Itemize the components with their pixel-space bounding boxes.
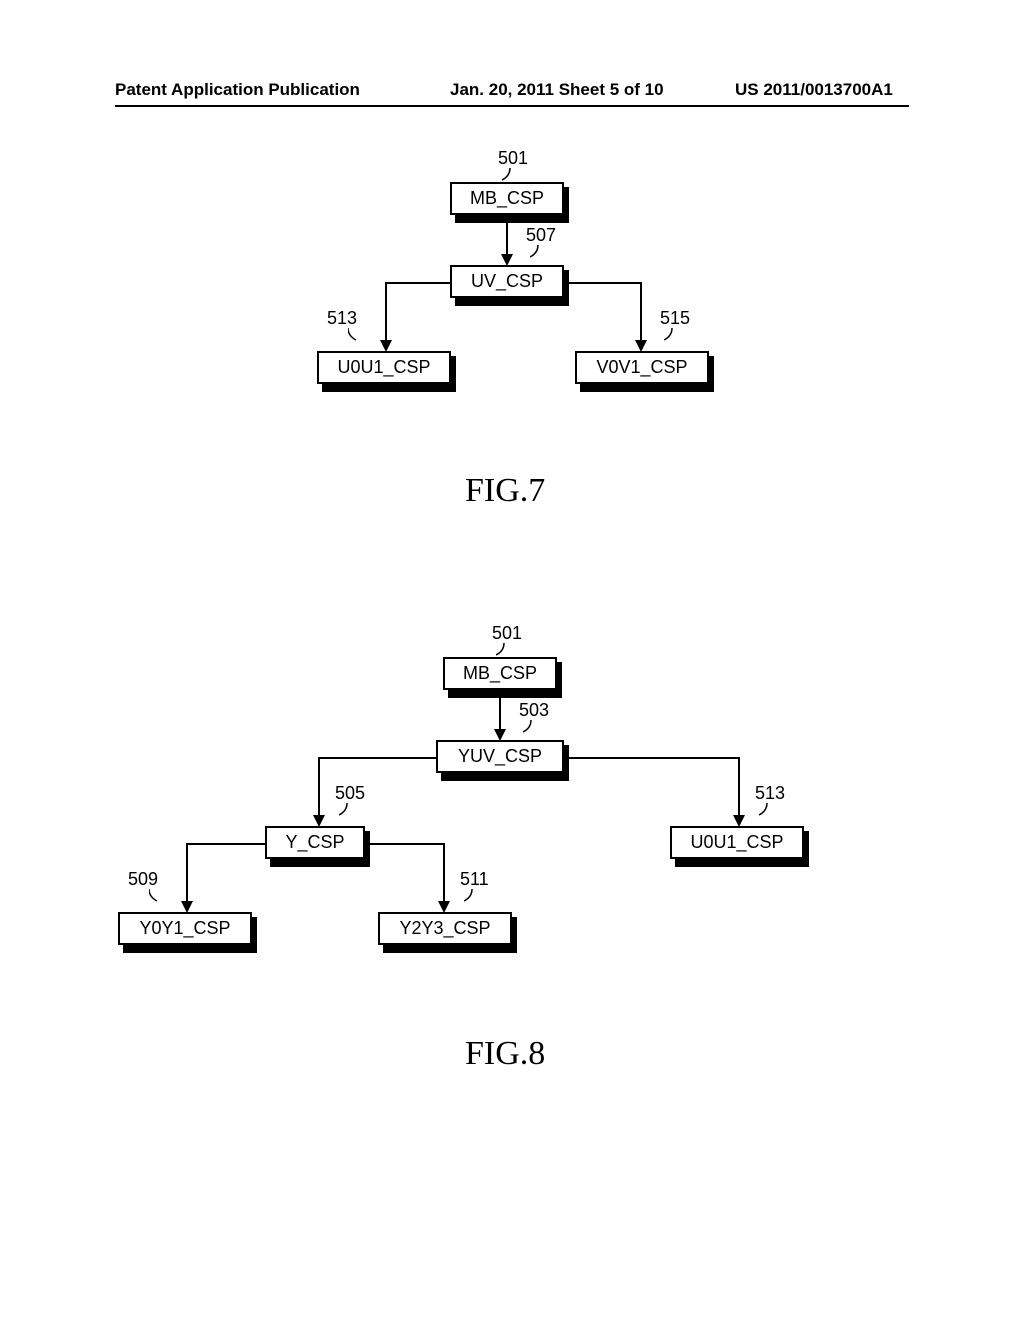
ref-hook-511 <box>464 889 484 907</box>
ref-hook-507 <box>530 245 550 263</box>
node-u0u1-csp-fig7: U0U1_CSP <box>317 351 451 384</box>
header-rule <box>115 105 909 107</box>
edge <box>738 757 740 817</box>
node-y-csp: Y_CSP <box>265 826 365 859</box>
edge <box>385 282 387 342</box>
fig8-caption: FIG.8 <box>465 1035 545 1073</box>
edge <box>365 843 445 845</box>
edge <box>506 218 508 256</box>
ref-513-fig8: 513 <box>755 783 785 804</box>
ref-hook-513-fig7 <box>348 328 368 346</box>
node-mb-csp-fig7: MB_CSP <box>450 182 564 215</box>
node-mb-csp-fig8: MB_CSP <box>443 657 557 690</box>
edge <box>443 843 445 903</box>
header-right: US 2011/0013700A1 <box>735 80 893 100</box>
ref-hook-509 <box>149 889 169 907</box>
ref-hook-515 <box>664 328 684 346</box>
ref-515: 515 <box>660 308 690 329</box>
ref-509: 509 <box>128 869 158 890</box>
node-u0u1-csp-fig8: U0U1_CSP <box>670 826 804 859</box>
node-y2y3-csp: Y2Y3_CSP <box>378 912 512 945</box>
ref-hook-505 <box>339 803 359 821</box>
node-y0y1-csp: Y0Y1_CSP <box>118 912 252 945</box>
node-v0v1-csp: V0V1_CSP <box>575 351 709 384</box>
header-left: Patent Application Publication <box>115 80 360 100</box>
ref-hook-503 <box>523 720 543 738</box>
header-center: Jan. 20, 2011 Sheet 5 of 10 <box>450 80 664 100</box>
ref-503: 503 <box>519 700 549 721</box>
edge <box>640 282 642 342</box>
ref-507: 507 <box>526 225 556 246</box>
edge <box>186 843 265 845</box>
node-uv-csp: UV_CSP <box>450 265 564 298</box>
ref-hook-513-fig8 <box>759 803 779 821</box>
edge <box>318 757 436 759</box>
edge <box>318 757 320 817</box>
edge <box>385 282 450 284</box>
edge <box>499 693 501 731</box>
ref-511: 511 <box>460 869 489 890</box>
ref-513-fig7: 513 <box>327 308 357 329</box>
ref-505: 505 <box>335 783 365 804</box>
edge <box>564 282 642 284</box>
node-yuv-csp: YUV_CSP <box>436 740 564 773</box>
ref-501-fig7: 501 <box>498 148 528 169</box>
edge <box>186 843 188 903</box>
ref-501-fig8: 501 <box>492 623 522 644</box>
fig7-caption: FIG.7 <box>465 472 545 510</box>
edge <box>564 757 740 759</box>
